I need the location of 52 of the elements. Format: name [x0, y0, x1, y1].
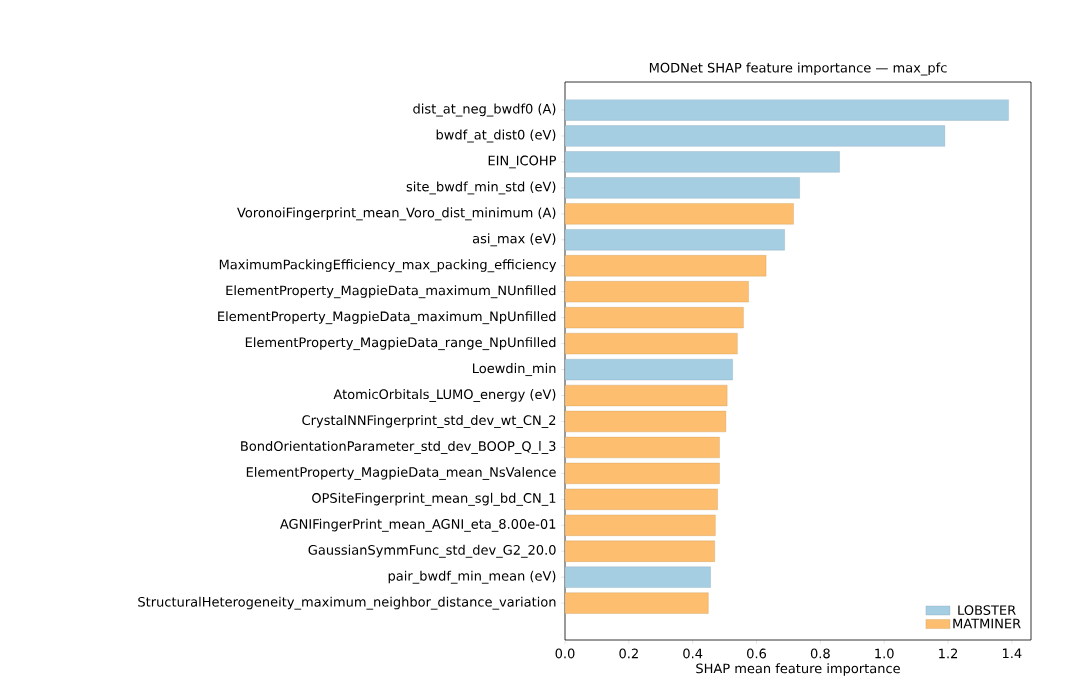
bar	[565, 384, 728, 407]
x-tick-label: 1.2	[939, 648, 958, 659]
y-tick-label: MaximumPackingEfficiency_max_packing_efficiency	[219, 259, 557, 273]
bar	[565, 281, 749, 303]
legend-label: LOBSTER	[958, 605, 1016, 616]
y-tick-label: CrystalNNFingerprint_std_dev_wt_CN_2	[302, 415, 556, 428]
bar	[565, 488, 718, 510]
y-tick-label: OPSiteFingerprint_mean_sgl_bd_CN_1	[312, 492, 556, 506]
y-tick-label: GaussianSymmFunc_std_dev_G2_20.0	[308, 544, 556, 558]
y-tick-label: ElementProperty_MagpieData_maximum_NUnfilled	[226, 285, 556, 299]
bar	[565, 177, 800, 199]
x-tick-label: 1.4	[1002, 648, 1022, 659]
y-tick-label: ElementProperty_MagpieData_maximum_NpUnfilled	[218, 311, 556, 325]
x-tick-label: 1.0	[875, 648, 894, 659]
legend-label: MATMINER	[953, 618, 1021, 629]
y-tick-label: VoronoiFingerprint_mean_Voro_dist_minimum (A)	[237, 207, 556, 221]
bar	[565, 514, 716, 536]
y-tick-label: Loewdin_min	[473, 363, 556, 377]
x-tick-label: 0.2	[619, 648, 638, 659]
y-tick-label: bwdf_at_dist0 (eV)	[436, 129, 556, 143]
bar	[565, 125, 945, 147]
bar	[565, 436, 720, 458]
bar	[565, 203, 794, 225]
y-tick-label: BondOrientationParameter_std_dev_BOOP_Q_l_3	[241, 440, 556, 454]
bar	[565, 566, 711, 588]
bar	[565, 462, 720, 484]
bar	[565, 151, 840, 173]
bar	[565, 99, 1009, 121]
y-tick-label: site_bwdf_min_std (eV)	[406, 181, 556, 195]
bar	[565, 307, 744, 329]
x-tick-label: 0.0	[555, 648, 575, 659]
y-tick-label: EIN_ICOHP	[488, 155, 557, 169]
x-tick-label: 0.6	[747, 648, 767, 659]
y-tick-label: dist_at_neg_bwdf0 (A)	[413, 103, 556, 117]
y-tick-label: asi_max (eV)	[472, 233, 556, 247]
y-tick-label: AGNIFingerPrint_mean_AGNI_eta_8.00e-01	[279, 518, 556, 532]
bar	[565, 592, 709, 614]
y-tick-label: ElementProperty_MagpieData_mean_NsValence	[246, 466, 556, 480]
y-tick-label: StructuralHeterogeneity_maximum_neighbor_distance_variation	[138, 596, 556, 610]
bar	[565, 410, 727, 433]
x-axis-title: SHAP mean feature importance	[696, 663, 900, 676]
bar	[565, 333, 738, 355]
x-tick-label: 0.4	[683, 648, 703, 659]
chart-title: MODNet SHAP feature importance — max_pfc	[649, 62, 947, 76]
y-tick-label: pair_bwdf_min_mean (eV)	[388, 570, 556, 584]
bar	[565, 255, 767, 277]
x-tick-label: 0.8	[810, 648, 830, 659]
y-tick-label: ElementProperty_MagpieData_range_NpUnfilled	[245, 337, 556, 351]
bar	[565, 229, 785, 251]
bar	[565, 540, 715, 562]
bar	[565, 359, 733, 381]
y-tick-label: AtomicOrbitals_LUMO_energy (eV)	[333, 389, 556, 402]
